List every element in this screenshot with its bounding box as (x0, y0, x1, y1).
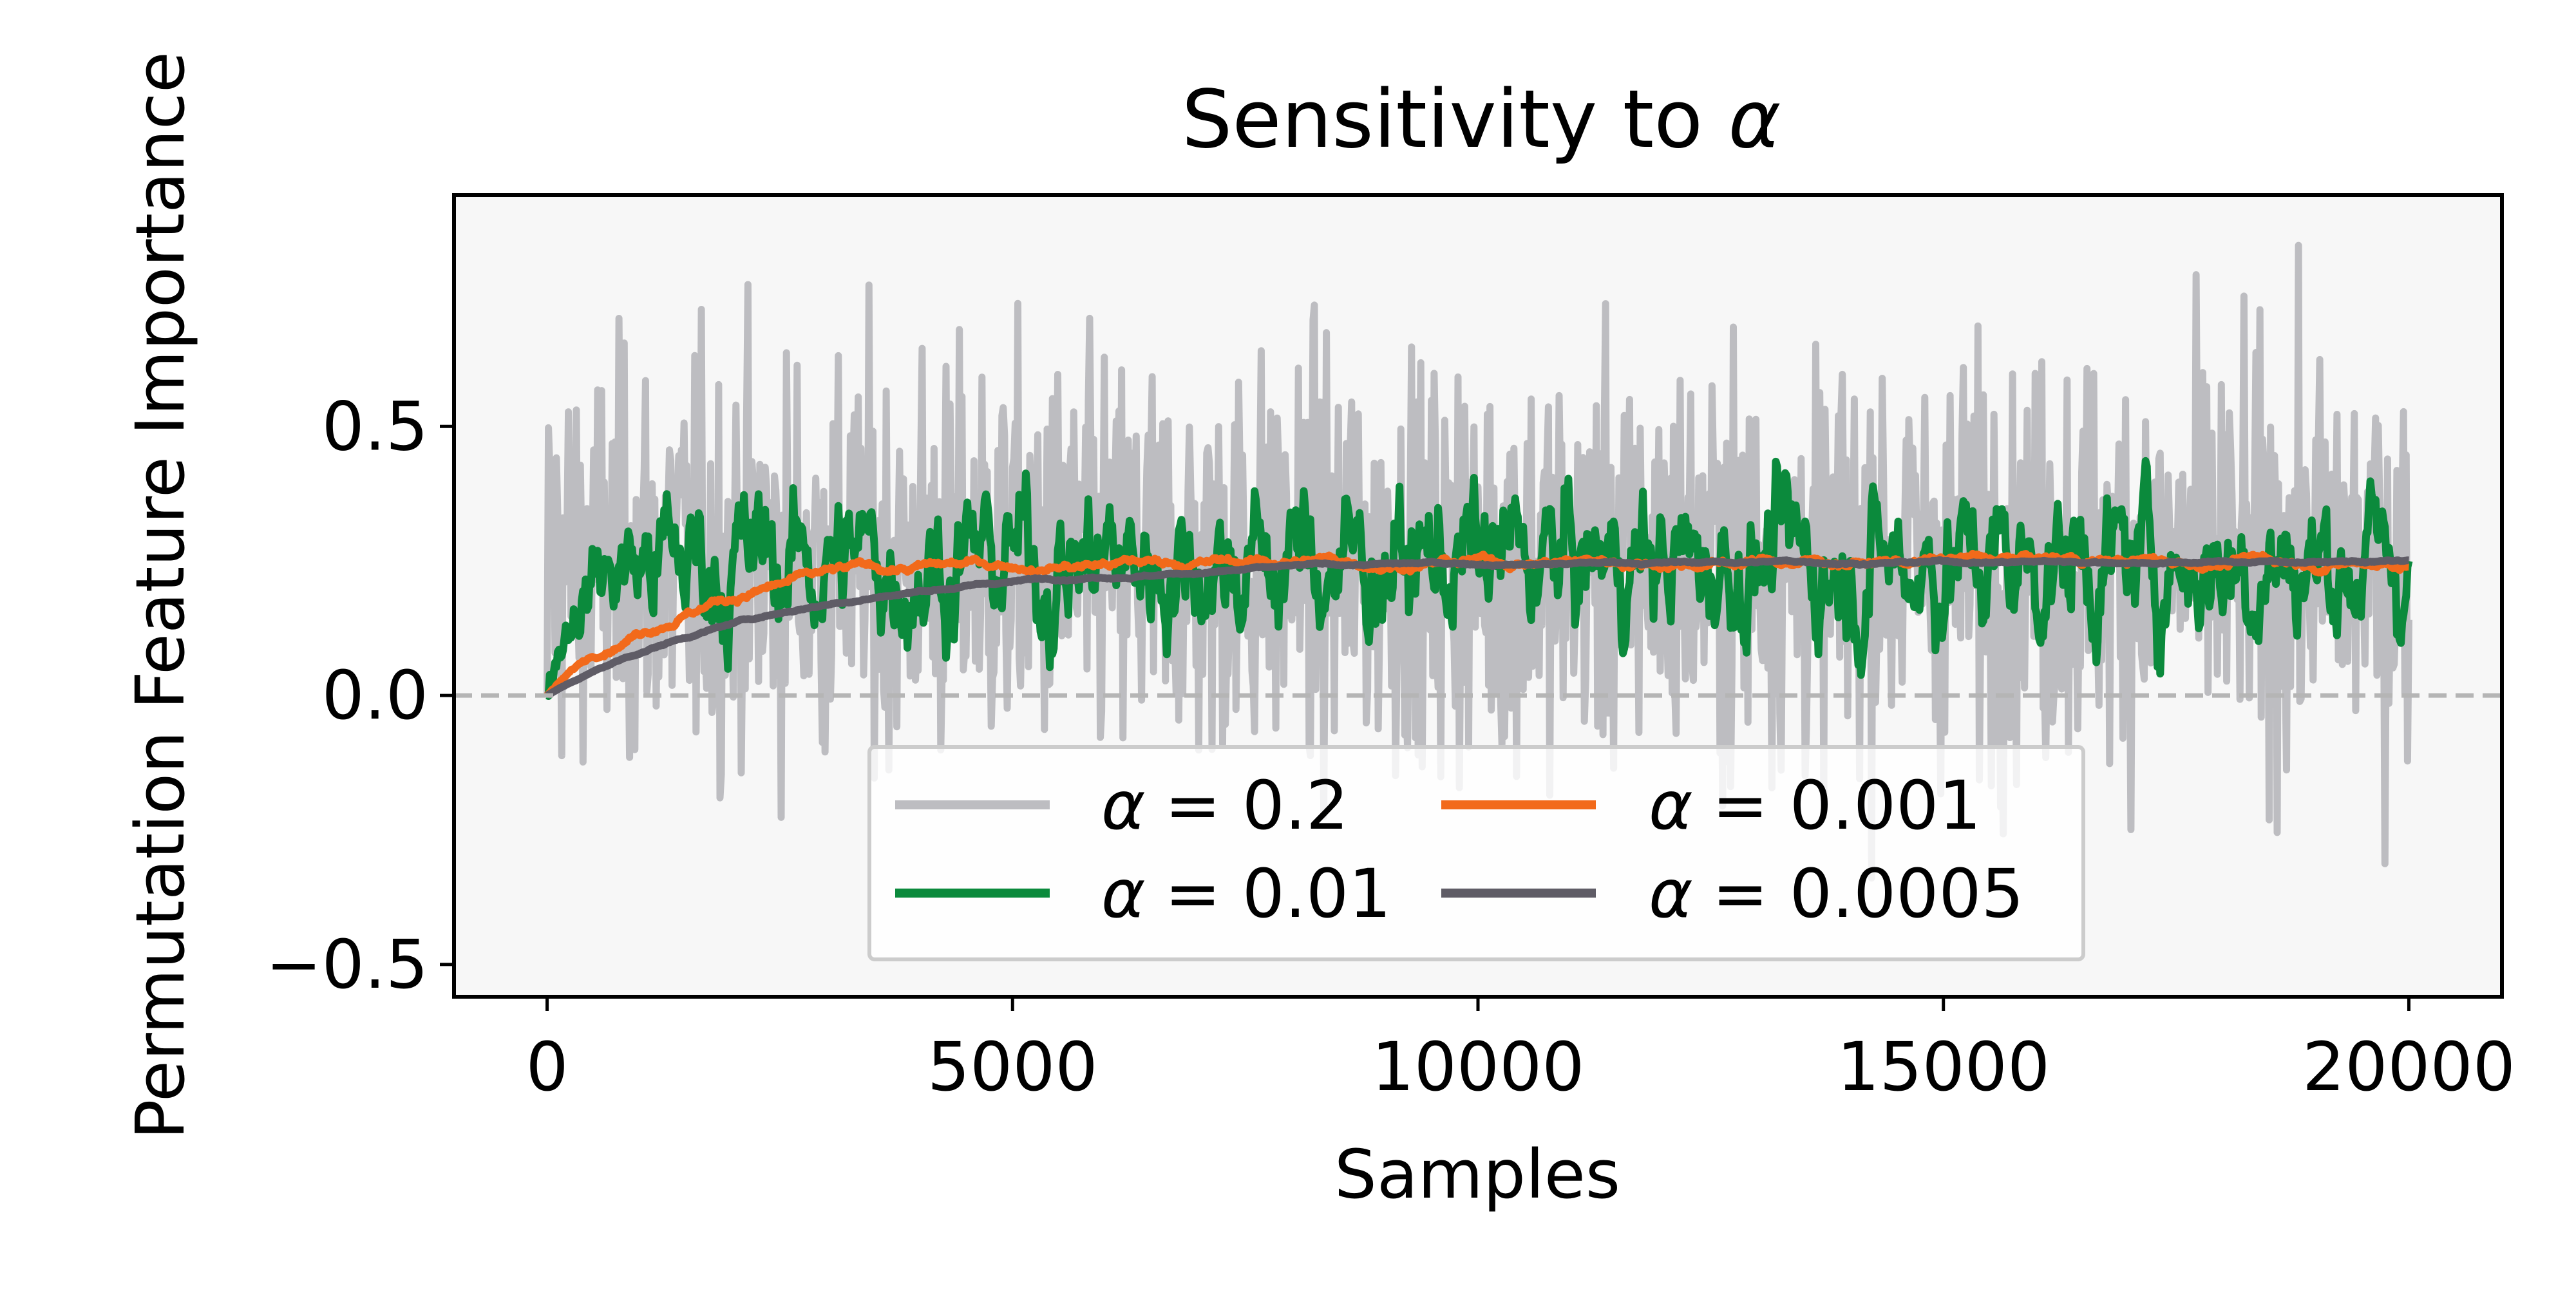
legend-value-1: = 0.01 (1165, 854, 1392, 933)
y-axis-label: Permutation Feature Importance (121, 52, 200, 1140)
chart-title-symbol: α (1728, 73, 1781, 166)
y-tick-label-0: 0.5 (322, 387, 428, 466)
series-layer (544, 241, 2413, 882)
legend-label-3: α = 0.0005 (1649, 854, 2024, 933)
chart-title-prefix: Sensitivity to (1182, 73, 1728, 166)
legend-value-2: = 0.001 (1712, 766, 1982, 845)
legend-label-2: α = 0.001 (1649, 766, 1982, 845)
legend-value-0: = 0.2 (1165, 766, 1349, 845)
chart-title: Sensitivity to α (1182, 73, 1781, 166)
x-tick-label-0: 0 (526, 1028, 568, 1106)
x-tick-label-3: 15000 (1837, 1028, 2050, 1106)
legend-box (867, 745, 2085, 961)
legend-symbol-2: α (1649, 766, 1693, 845)
series-line-3 (544, 556, 2412, 699)
y-axis-ticks: 0.5 0.0 −0.5 (265, 387, 454, 1004)
x-axis-label: Samples (1334, 1135, 1620, 1214)
legend-symbol-3: α (1649, 854, 1693, 933)
x-tick-label-1: 5000 (927, 1028, 1098, 1106)
legend: α = 0.2 α = 0.001 α = 0.01 α = 0.0005 (867, 745, 2085, 961)
y-tick-label-1: 0.0 (322, 656, 428, 735)
legend-label-1: α = 0.01 (1101, 854, 1391, 933)
legend-symbol-0: α (1101, 766, 1146, 845)
x-tick-label-4: 20000 (2302, 1028, 2515, 1106)
legend-label-0: α = 0.2 (1101, 766, 1349, 845)
x-tick-label-2: 10000 (1372, 1028, 1585, 1106)
y-tick-label-2: −0.5 (265, 925, 428, 1004)
legend-symbol-1: α (1101, 854, 1146, 933)
x-axis-ticks: 0 5000 10000 15000 20000 (526, 997, 2515, 1106)
legend-value-3: = 0.0005 (1712, 854, 2024, 933)
